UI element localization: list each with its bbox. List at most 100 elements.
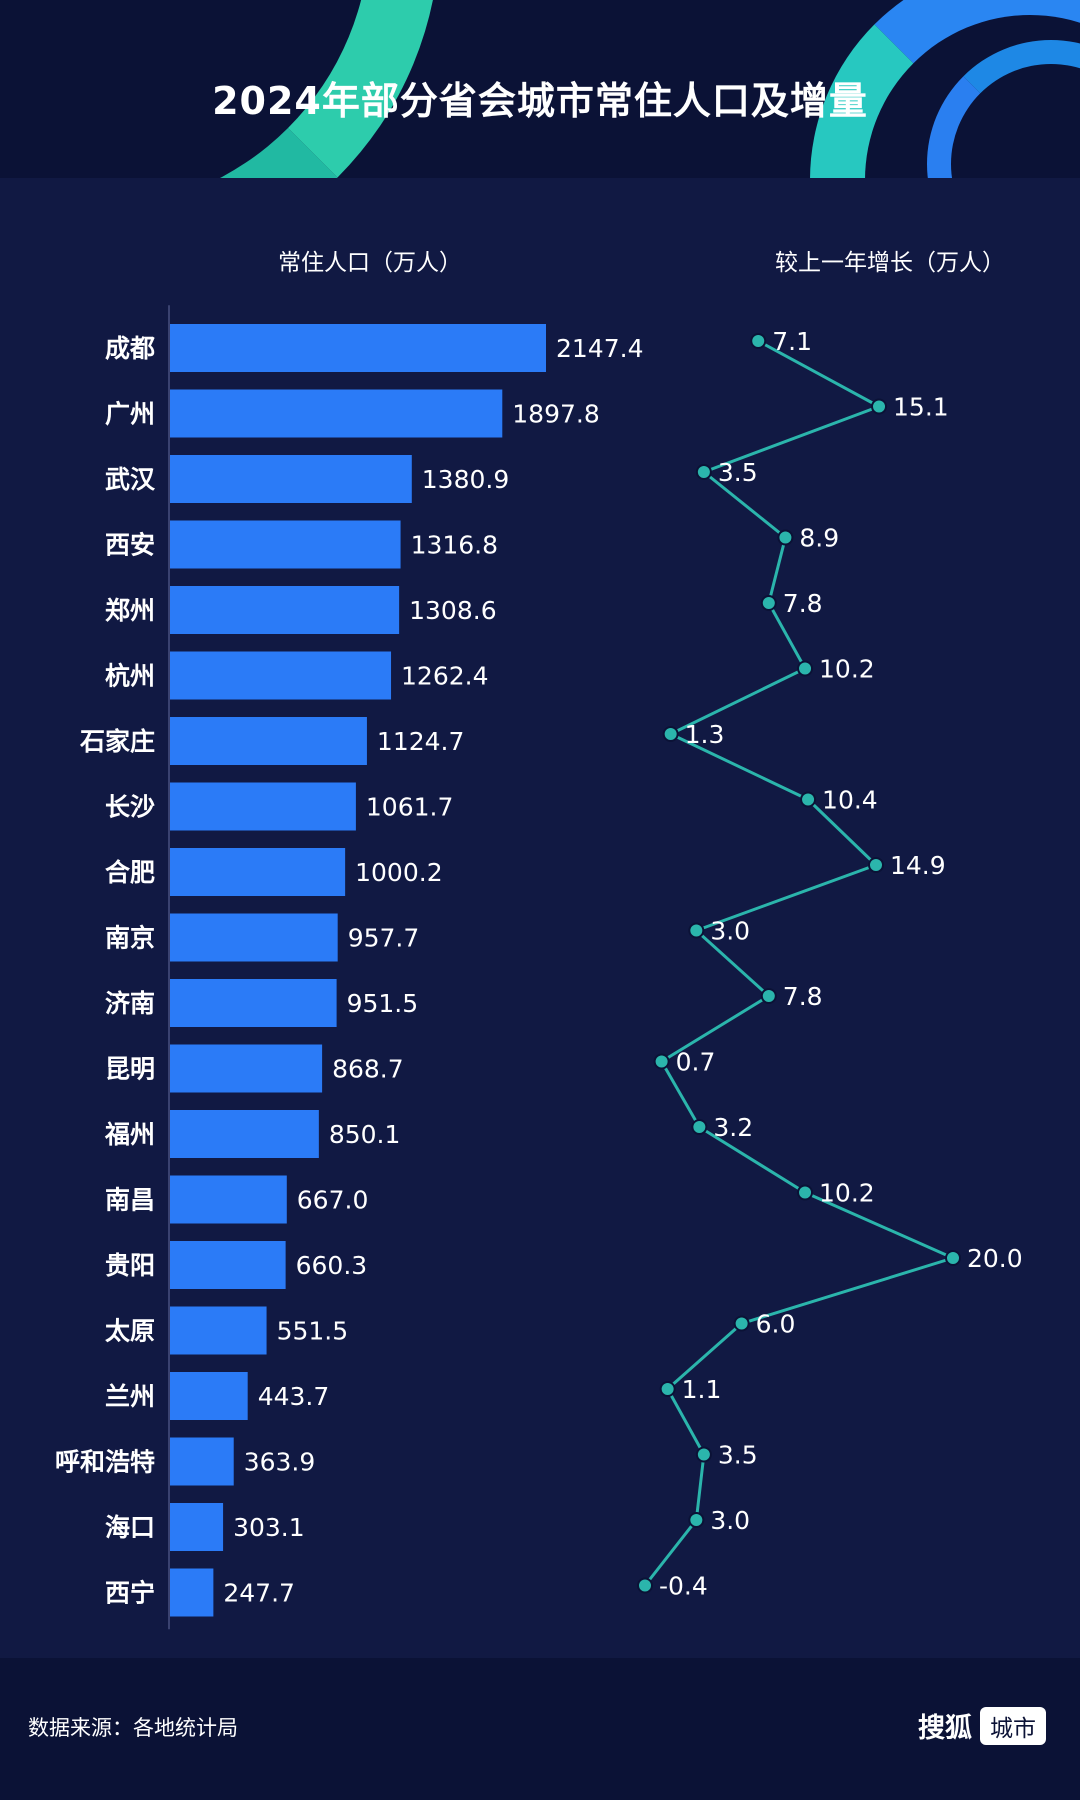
growth-point: [760, 595, 777, 611]
category-label: 济南: [105, 989, 155, 1018]
category-label: 合肥: [105, 858, 155, 887]
bar-value-label: 667.0: [297, 1186, 369, 1215]
bar: [170, 913, 338, 962]
growth-value-label: 0.7: [676, 1048, 716, 1077]
bar: [170, 651, 392, 700]
growth-value-label: 1.3: [685, 720, 725, 749]
growth-value-label: 3.0: [710, 1506, 750, 1535]
bar-value-label: 1897.8: [512, 400, 599, 429]
growth-value-label: 10.2: [819, 1179, 875, 1208]
bar-value-label: 363.9: [244, 1448, 316, 1477]
bar-value-label: 1061.7: [366, 793, 453, 822]
bar: [170, 389, 503, 438]
brand-logo: 搜狐 城市: [918, 1706, 1046, 1745]
bar-value-label: 247.7: [223, 1579, 295, 1608]
growth-value-label: 6.0: [756, 1310, 796, 1339]
bar: [170, 1568, 214, 1617]
growth-value-label: 7.8: [783, 982, 823, 1011]
growth-point: [659, 1381, 676, 1397]
bar-value-label: 660.3: [296, 1251, 368, 1280]
bar-value-label: 951.5: [347, 989, 419, 1018]
growth-value-label: 3.2: [713, 1113, 753, 1142]
brand-tag: 城市: [980, 1706, 1046, 1745]
line-series-header: 较上一年增长（万人）: [775, 250, 1005, 276]
bar-value-label: 443.7: [258, 1382, 330, 1411]
category-label: 贵阳: [105, 1251, 155, 1280]
growth-value-label: 8.9: [799, 524, 839, 553]
bar-value-label: 303.1: [233, 1513, 305, 1542]
bar: [170, 1044, 323, 1093]
growth-point: [777, 529, 794, 546]
category-label: 郑州: [105, 596, 155, 625]
category-label: 广州: [105, 400, 155, 429]
growth-point: [688, 1512, 705, 1528]
growth-point: [871, 398, 888, 415]
bar-value-label: 1124.7: [377, 727, 464, 756]
bar: [170, 782, 356, 831]
bar: [170, 1503, 224, 1551]
growth-value-label: 15.1: [893, 393, 949, 422]
growth-point: [797, 660, 814, 677]
category-label: 武汉: [105, 465, 156, 494]
bar-value-label: 850.1: [329, 1120, 401, 1149]
data-source: 数据来源：各地统计局: [28, 1716, 238, 1740]
bar-value-label: 1262.4: [401, 662, 488, 691]
growth-value-label: 3.0: [710, 917, 750, 946]
category-label: 昆明: [105, 1055, 155, 1084]
bar: [170, 717, 367, 765]
growth-value-label: 1.1: [682, 1375, 722, 1404]
bar-value-label: 2147.4: [556, 334, 643, 363]
growth-point: [695, 464, 712, 480]
bar: [170, 586, 400, 634]
growth-value-label: 20.0: [967, 1244, 1023, 1273]
bar-value-label: 1380.9: [422, 465, 509, 494]
growth-point: [688, 922, 705, 939]
category-label: 福州: [104, 1120, 155, 1149]
growth-value-label: 3.5: [718, 1441, 758, 1470]
bar-value-label: 551.5: [277, 1317, 349, 1346]
growth-point: [733, 1315, 750, 1332]
growth-value-label: 14.9: [890, 851, 946, 880]
bar-value-label: 957.7: [348, 924, 420, 953]
growth-value-label: 3.5: [718, 458, 758, 487]
bar: [170, 455, 412, 503]
bar: [170, 1437, 234, 1486]
bar: [170, 1175, 287, 1224]
growth-point: [760, 988, 777, 1004]
bar: [170, 1110, 319, 1158]
growth-point: [691, 1119, 708, 1135]
category-label: 西安: [105, 531, 155, 560]
growth-point: [653, 1053, 670, 1070]
bar: [170, 324, 546, 372]
bar-value-label: 868.7: [332, 1055, 404, 1084]
category-label: 南昌: [105, 1186, 155, 1215]
growth-point: [797, 1184, 814, 1201]
chart-title: 2024年部分省会城市常住人口及增量: [212, 79, 868, 123]
bar-value-label: 1316.8: [411, 531, 498, 560]
brand-name: 搜狐: [918, 1713, 972, 1744]
category-label: 兰州: [105, 1382, 155, 1411]
growth-value-label: -0.4: [659, 1572, 708, 1601]
growth-value-label: 7.8: [783, 589, 823, 618]
bar: [170, 1372, 248, 1420]
bar: [170, 1241, 286, 1289]
growth-value-label: 10.2: [819, 655, 875, 684]
growth-point: [637, 1577, 653, 1594]
growth-point: [662, 726, 679, 742]
growth-point: [800, 791, 817, 808]
growth-point: [868, 857, 884, 873]
category-label: 长沙: [105, 793, 155, 822]
category-label: 石家庄: [79, 727, 155, 756]
growth-line: [643, 339, 955, 1587]
category-label: 呼和浩特: [55, 1448, 155, 1477]
category-label: 成都: [105, 334, 155, 363]
category-label: 海口: [105, 1513, 155, 1542]
bar-value-label: 1000.2: [355, 858, 442, 887]
growth-value-label: 7.1: [772, 327, 812, 356]
growth-value-label: 10.4: [822, 786, 878, 815]
growth-point: [695, 1446, 712, 1463]
category-label: 杭州: [105, 662, 155, 691]
growth-point: [750, 333, 767, 349]
